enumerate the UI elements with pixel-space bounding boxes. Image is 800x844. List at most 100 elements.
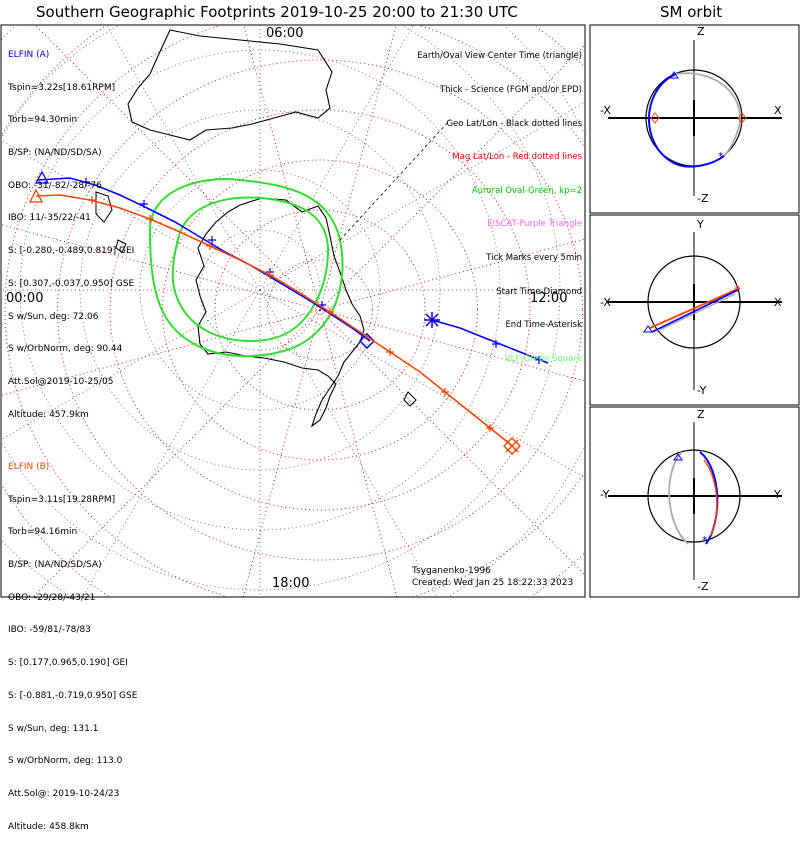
mag-latitude-circle: [267, 259, 373, 361]
south-america-coastline: [127, 29, 333, 141]
elfin-a-line: Tspin=3.22s[18.61RPM]: [8, 82, 116, 93]
sm2-left-label: -X: [600, 296, 611, 309]
legend-item: End Time-Asterisk: [505, 320, 582, 331]
elfin-b-line: S w/OrbNorm, deg: 113.0: [8, 756, 123, 767]
svg-text:*: *: [734, 283, 740, 296]
geo-longitude-line: [106, 25, 261, 291]
mag-longitude-line: [242, 309, 321, 597]
mag-grid: [1, 25, 585, 597]
elfin-a-end-asterisk: [424, 312, 440, 328]
legend-item: Mag Lat/Lon - Red dotted lines: [452, 152, 582, 163]
mag-latitude-circle: [214, 209, 426, 411]
sm1-right-label: X: [774, 104, 782, 117]
sm2-right-label: X: [774, 296, 782, 309]
elfin-a-line: Torb=94.30min: [8, 115, 78, 126]
sm-orbit-title: SM orbit: [660, 3, 723, 21]
mag-longitude-line: [243, 25, 321, 311]
sm3-bottom-label: -Z: [697, 580, 709, 593]
sm1-top-label: Z: [697, 25, 705, 38]
elfin-b-line: IBO: -59/81/-78/83: [8, 625, 91, 636]
legend-item: Auroral Oval-Green, kp=2: [471, 185, 582, 196]
sm-panel-yz-frame: [589, 406, 800, 598]
sm1-left-label: -X: [600, 104, 611, 117]
hour-label-bottom: 18:00: [272, 576, 310, 591]
sm3-top-label: Z: [697, 408, 705, 421]
mag-longitude-line: [319, 309, 398, 597]
elfin-b-line: OBO: -29/28/-43/21: [8, 592, 96, 603]
legend-item: EISCAT-Purple Triangle: [487, 219, 582, 230]
elfin-b-name: ELFIN (B): [8, 461, 50, 472]
elfin-a-line: S w/OrbNorm, deg: 90.44: [8, 344, 123, 355]
created-timestamp: Created: Wed Jan 25 18:22:33 2023: [412, 578, 574, 588]
sm-panel-yz: *: [608, 422, 782, 580]
legend-item: Start Time-Diamond: [496, 286, 582, 297]
geo-longitude-line: [259, 289, 438, 597]
elfin-b-track: [35, 194, 513, 447]
elfin-a-line: IBO: 11/-35/22/-41: [8, 213, 91, 224]
hour-label-right: 12:00: [530, 291, 568, 306]
sm3-right-label: Y: [774, 488, 781, 501]
elfin-b-ticks: [88, 196, 494, 432]
geo-longitude-line: [1, 140, 261, 291]
legend-item: VLF-Green Square: [504, 353, 582, 364]
svg-text:*: *: [702, 534, 708, 547]
mag-latitude-circle: [57, 59, 583, 561]
elfin-a-line: S w/Sun, deg: 72.06: [8, 311, 99, 322]
sm1-bottom-label: -Z: [697, 192, 709, 205]
elfin-a-line: OBO: -31/-82/-28/-76: [8, 180, 102, 191]
elfin-b-info: ELFIN (B) Tspin=3.11s[19.28RPM] Torb=94.…: [8, 440, 137, 844]
model-credit: Tsyganenko-1996: [412, 566, 491, 576]
elfin-a-track-2: [431, 319, 549, 364]
auroral-oval-outer: [148, 178, 344, 358]
hour-label-top: 06:00: [266, 26, 304, 41]
elfin-a-start-diamond: [358, 332, 376, 350]
elfin-a-view-triangle: [34, 170, 50, 184]
island-1: [95, 191, 113, 223]
figure-canvas: * * *: [0, 24, 800, 598]
main-plot-frame: [0, 24, 586, 598]
sm-panel-xz-frame: [589, 24, 800, 214]
geo-grid: [1, 25, 585, 597]
sm-panel-xy-frame: [589, 214, 800, 406]
sm2-top-label: Y: [697, 218, 704, 231]
legend-item: Thick - Science (FGM and/or EPD): [439, 85, 582, 96]
elfin-b-line: Tspin=3.11s[19.28RPM]: [8, 494, 116, 505]
geo-longitude-line: [259, 25, 414, 291]
figure-title: Southern Geographic Footprints 2019-10-2…: [36, 3, 518, 21]
elfin-b-line: S: [0.177,0.965,0.190] GEI: [8, 658, 128, 669]
island-3: [403, 391, 417, 407]
elfin-b-end-marker: [503, 437, 521, 455]
mag-latitude-circle: [109, 109, 531, 511]
sm-panel-xy: *: [608, 232, 782, 390]
geo-longitude-line: [1, 289, 261, 440]
elfin-b-line: Altitude: 458.8km: [8, 821, 89, 832]
elfin-a-track: [37, 177, 371, 342]
island-2: [115, 239, 127, 253]
legend-item: Geo Lat/Lon - Black dotted lines: [446, 118, 582, 129]
antarctica-coastline: [195, 197, 365, 428]
geo-longitude-line: [259, 289, 585, 479]
legend: Earth/Oval View Center Time (triangle) T…: [417, 29, 582, 376]
elfin-b-line: B/SP: (NA/ND/SD/SA): [8, 559, 102, 570]
sm3-left-label: -Y: [600, 488, 610, 501]
elfin-a-line: S: [0.307,-0.037,0.950] GSE: [8, 278, 135, 289]
hour-label-left: 00:00: [6, 291, 44, 306]
svg-text:*: *: [718, 150, 724, 163]
elfin-a-info: ELFIN (A) Tspin=3.22s[18.61RPM] Torb=94.…: [8, 28, 134, 432]
elfin-b-line: Att.Sol@: 2019-10-24/23: [8, 789, 120, 799]
elfin-a-line: S: [-0.280,-0.489,0.819] GEI: [8, 246, 135, 257]
elfin-a-line: Att.Sol@2019-10-25/05: [8, 377, 114, 387]
legend-item: Earth/Oval View Center Time (triangle): [417, 51, 582, 62]
mag-latitude-circle: [162, 159, 478, 461]
elfin-a-line: Altitude: 457.9km: [8, 409, 89, 420]
polar-map: [1, 25, 585, 597]
sm-panel-xz: *: [608, 40, 782, 196]
auroral-oval-inner: [171, 196, 330, 342]
geo-longitude-line: [259, 101, 585, 291]
elfin-b-line: S w/Sun, deg: 131.1: [8, 723, 99, 734]
sm2-bottom-label: -Y: [697, 384, 707, 397]
elfin-a-name: ELFIN (A): [8, 49, 50, 60]
elfin-a-line: B/SP: (NA/ND/SD/SA): [8, 147, 102, 158]
elfin-b-line: S: [-0.881,-0.719,0.950] GSE: [8, 690, 138, 701]
geo-longitude-line: [82, 289, 261, 597]
